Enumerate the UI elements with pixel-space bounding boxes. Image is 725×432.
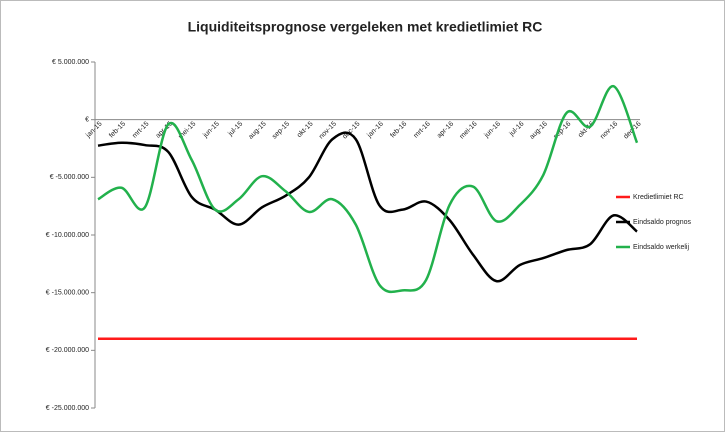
chart-title: Liquiditeitsprognose vergeleken met kred… (188, 19, 543, 35)
legend-label: Eindsaldo prognos (633, 219, 691, 226)
legend-label: Kredietlimiet RC (633, 194, 684, 201)
y-tick-label: € (85, 117, 89, 124)
legend-label: Eindsaldo werkelij (633, 244, 689, 251)
y-tick-label: € -15.000.000 (46, 290, 89, 297)
series-line (97, 131, 638, 283)
y-tick-label: € -5.000.000 (50, 174, 89, 181)
y-tick-label: € 5.000.000 (52, 59, 89, 66)
y-tick-label: € -10.000.000 (46, 232, 89, 239)
y-tick-label: € -20.000.000 (46, 347, 89, 354)
series-line (97, 85, 639, 294)
y-tick-label: € -25.000.000 (46, 405, 89, 412)
